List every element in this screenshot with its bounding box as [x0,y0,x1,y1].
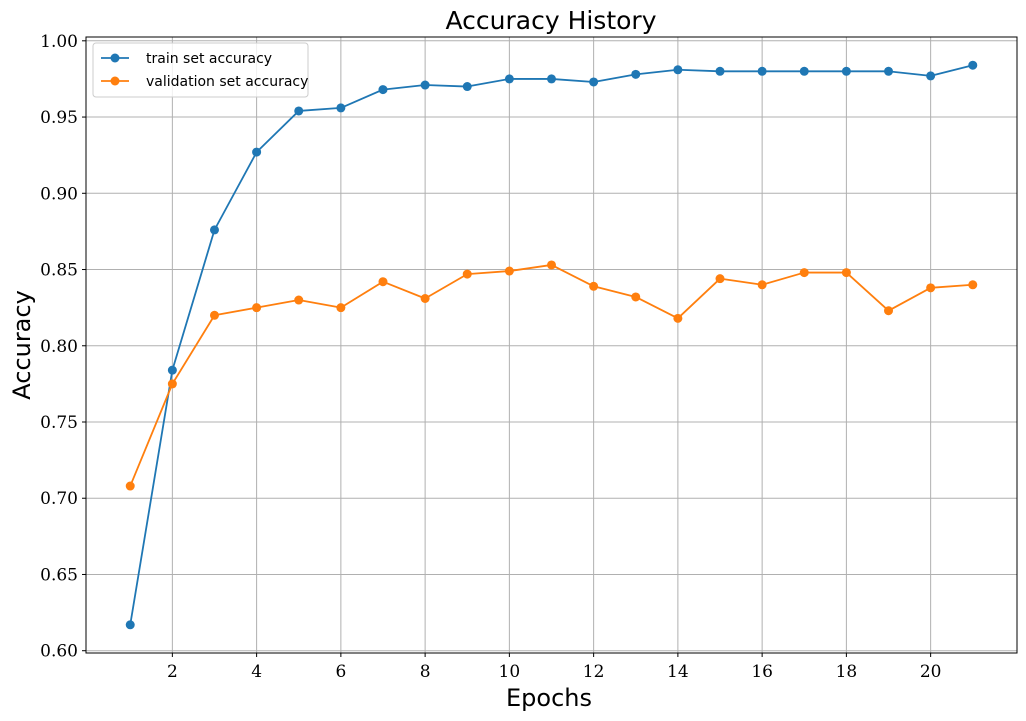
y-tick-label: 0.90 [40,184,78,204]
data-point-validation [757,280,767,290]
legend-marker-train [110,53,120,63]
y-tick-label: 0.70 [40,489,78,509]
x-tick-label: 14 [667,662,689,682]
y-tick-label: 0.95 [40,108,78,128]
data-point-train [547,74,556,84]
legend-label-validation: validation set accuracy [146,74,308,90]
data-point-train [926,71,936,81]
data-point-validation [968,280,978,290]
data-point-validation [420,293,430,303]
data-point-validation [841,268,851,278]
data-point-validation [462,269,472,279]
y-axis-label: Accuracy [8,290,36,400]
x-tick-label: 18 [836,662,858,682]
data-point-validation [715,274,725,284]
data-point-train [841,66,851,76]
x-axis-label: Epochs [506,684,592,712]
y-tick-label: 0.65 [40,565,78,585]
data-point-validation [884,306,894,316]
data-point-validation [167,379,177,389]
legend-marker-validation [110,76,120,86]
legend-label-train: train set accuracy [146,51,272,67]
legend: train set accuracy validation set accura… [92,42,309,98]
data-point-validation [378,277,388,287]
data-point-train [673,65,683,75]
data-point-train [757,66,767,76]
data-point-train [884,66,894,76]
x-tick-label: 16 [751,662,773,682]
y-tick-label: 0.75 [40,413,78,433]
data-point-validation [294,295,304,305]
x-tick-label: 12 [583,662,605,682]
x-tick-label: 8 [420,662,431,682]
data-point-validation [125,481,135,491]
legend-box [92,42,309,98]
data-point-validation [336,303,346,313]
y-tick-label: 0.85 [40,261,78,281]
data-point-train [294,106,304,116]
chart-title: Accuracy History [445,6,656,35]
data-point-validation [589,281,599,291]
series-layer [125,60,978,630]
data-point-train [167,365,177,375]
series-validation [125,260,978,491]
x-tick-label: 4 [251,662,262,682]
plot-frame [85,36,1018,654]
x-tick-label: 6 [335,662,346,682]
grid-lines [86,37,1017,653]
x-tick-label: 2 [167,662,178,682]
data-point-train [589,77,599,87]
y-tick-label: 1.00 [40,32,78,52]
y-tick-label: 0.80 [40,337,78,357]
data-point-train [715,66,725,76]
data-point-train [252,147,262,157]
data-point-validation [252,303,262,313]
data-point-train [631,69,641,79]
data-point-train [504,74,514,84]
data-point-train [336,103,346,113]
data-point-train [968,60,978,70]
data-point-train [209,225,219,235]
data-point-train [378,85,388,95]
data-point-validation [926,283,936,293]
data-point-train [462,82,472,92]
x-tick-label: 10 [499,662,521,682]
data-point-validation [673,313,683,323]
y-tick-label: 0.60 [40,642,78,662]
axis-ticks: 2 4 6 8 10 12 14 16 18 20 0.60 0.65 0.70 0.75 0.80 0.85… [40,32,941,682]
data-point-train [125,620,135,630]
x-tick-label: 20 [920,662,942,682]
data-point-validation [209,310,219,320]
data-point-validation [547,260,556,270]
data-point-validation [799,268,809,278]
data-point-validation [631,292,641,302]
data-point-train [799,66,809,76]
series-train [125,60,978,630]
data-point-validation [504,266,514,276]
data-point-train [420,80,430,90]
